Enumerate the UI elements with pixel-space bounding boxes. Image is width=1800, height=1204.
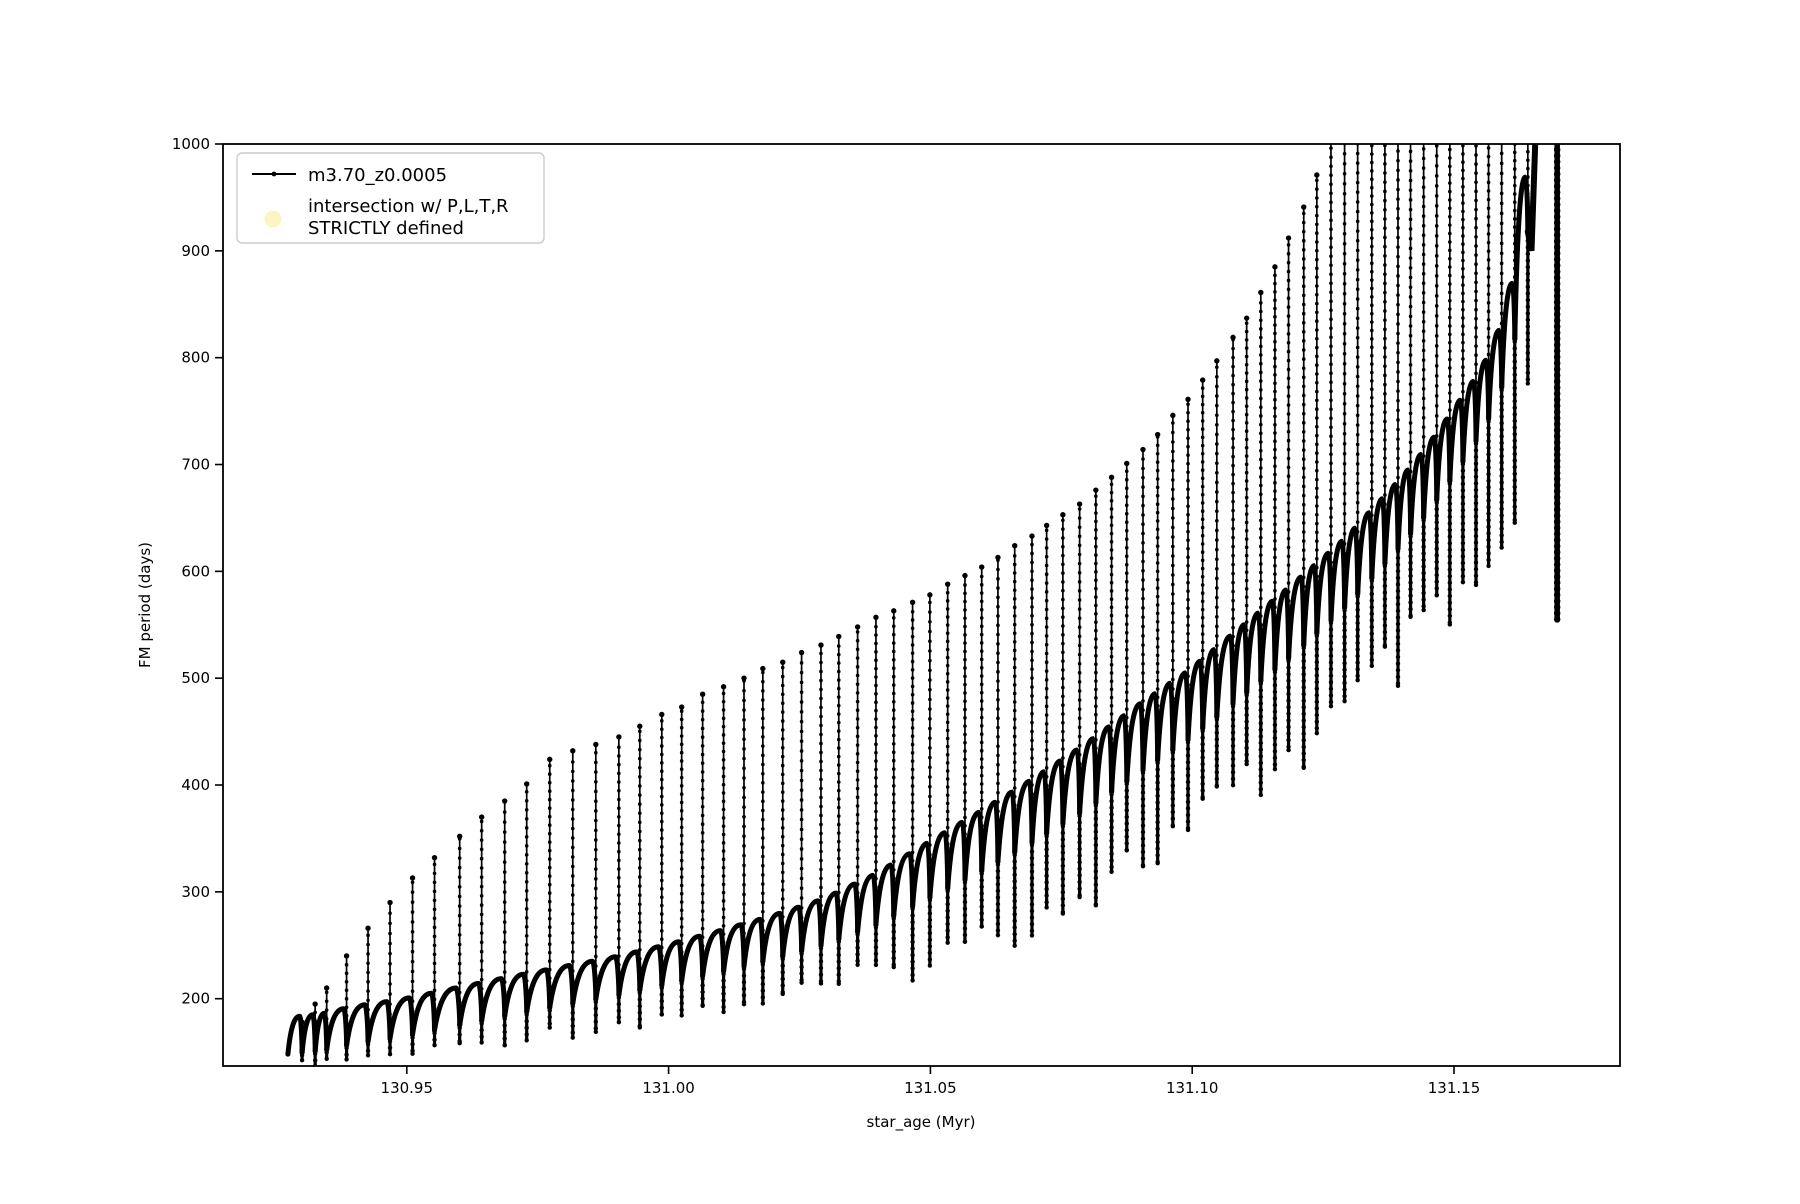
y-tick-label: 400 [181, 776, 210, 794]
legend-item-series: m3.70_z0.0005 [252, 165, 447, 186]
x-tick-label: 130.95 [381, 1079, 434, 1097]
y-tick-label: 800 [181, 349, 210, 367]
legend-item-intersection: intersection w/ P,L,T,R STRICTLY defined [264, 196, 509, 239]
legend-label-series: m3.70_z0.0005 [308, 165, 447, 186]
x-tick-label: 131.10 [1166, 1079, 1219, 1097]
legend-label-intersection-line1: intersection w/ P,L,T,R [308, 196, 509, 217]
x-axis-label: star_age (Myr) [867, 1113, 976, 1132]
legend-frame [236, 152, 545, 244]
y-tick-label: 200 [181, 990, 210, 1008]
axis-ticks: 130.95 131.00 131.05 131.10 131.15 200 300 400 5… [172, 135, 1480, 1097]
x-tick-label: 131.15 [1428, 1079, 1481, 1097]
x-tick-label: 131.05 [904, 1079, 957, 1097]
y-tick-label: 600 [181, 562, 210, 580]
legend-intersection-marker-icon [264, 210, 282, 228]
y-tick-label: 500 [181, 669, 210, 687]
y-tick-label: 700 [181, 456, 210, 474]
legend: m3.70_z0.0005 intersection w/ P,L,T,R ST… [236, 152, 545, 244]
x-tick-label: 131.00 [642, 1079, 695, 1097]
y-tick-label: 300 [181, 883, 210, 901]
y-tick-label: 1000 [172, 135, 210, 153]
series-m370-z00005 [285, 144, 1561, 1066]
y-tick-label: 900 [181, 242, 210, 260]
legend-label-intersection-line2: STRICTLY defined [308, 218, 464, 239]
legend-dot-marker-icon [271, 171, 277, 177]
y-axis-label: FM period (days) [136, 542, 154, 668]
axes-frame [222, 143, 1621, 1067]
